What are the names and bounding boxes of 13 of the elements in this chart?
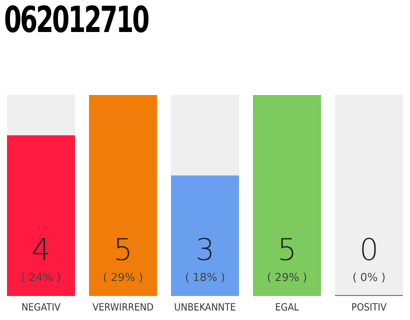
data-label: 0 ( 0% ) [352, 233, 386, 284]
data-label: 5 ( 29% ) [266, 233, 308, 284]
chart-title: 062012710 [4, 0, 148, 41]
x-tick-label: POSITIV [351, 302, 388, 314]
x-tick-label: UNBEKANNTE [174, 302, 236, 314]
data-label: 3 ( 18% ) [184, 233, 226, 284]
data-label: 4 ( 24% ) [20, 233, 62, 284]
bar [89, 95, 157, 296]
x-tick-label: EGAL [275, 302, 299, 314]
data-label: 5 ( 29% ) [102, 233, 144, 284]
bar [253, 95, 321, 296]
x-tick-label: VERWIRREND [92, 302, 154, 314]
x-tick-label: NEGATIV [21, 302, 62, 314]
